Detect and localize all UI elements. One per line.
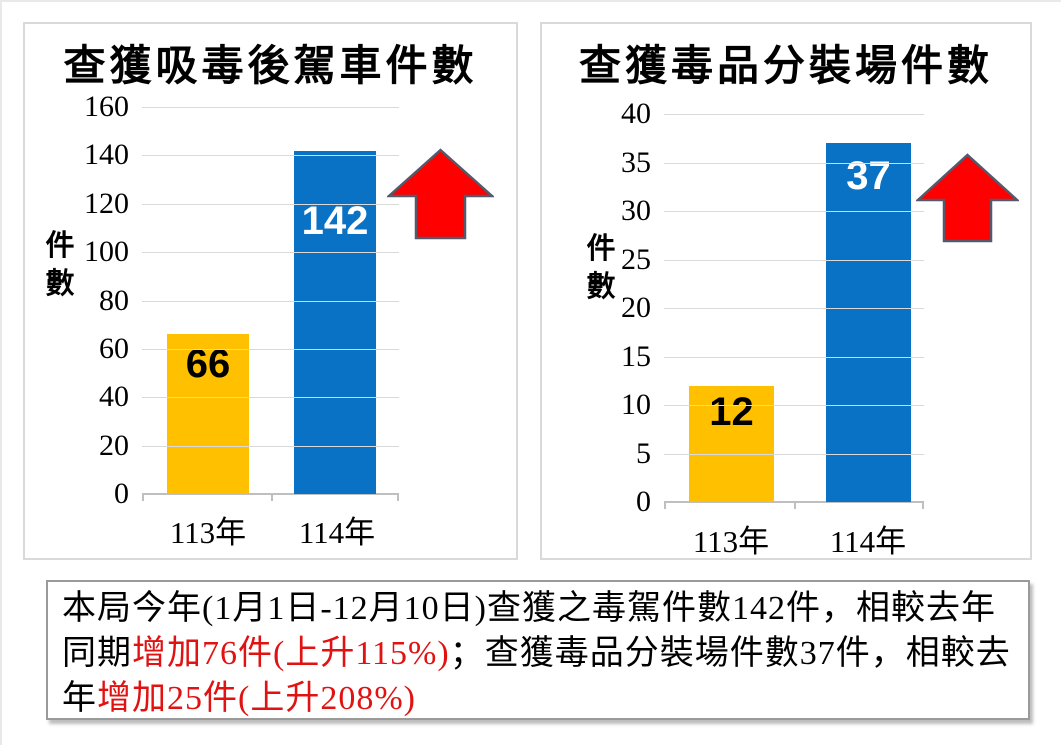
gridline [664,405,924,406]
bar-value-label: 142 [301,198,369,243]
plot-area: 66 142 [142,107,399,501]
caption-segment: 本局今年(1月1日-12月10日)查獲之毒駕件數142件，相較去年同期 [62,590,996,672]
gridline [142,445,399,447]
gridline [664,453,924,455]
gridline [664,211,924,212]
axis-tick [397,494,399,501]
up-arrow-icon [387,148,494,240]
y-tick-label: 0 [636,485,651,518]
y-tick-label: 0 [114,477,129,510]
bar-113: 12 [689,385,774,502]
y-tick-label: 140 [84,138,129,172]
y-tick-label: 15 [621,339,651,373]
y-axis-title: 件數 [586,233,616,303]
x-category-label-114: 114年 [298,515,376,550]
x-category-label-113: 113年 [692,524,770,559]
y-tick-label: 35 [621,145,651,179]
y-tick-label: 160 [84,90,129,123]
y-axis-tick-labels: 0 5 10 15 20 25 30 35 40 [542,98,651,518]
bar-value-label: 12 [709,389,754,434]
gridline [664,356,924,358]
chart-panel-drug-driving: 查獲吸毒後駕車件數 件數 0 20 40 60 80 100 120 140 160 66 14… [23,22,518,560]
y-tick-label: 25 [621,242,651,276]
y-tick-label: 60 [99,331,129,365]
y-tick-label: 10 [621,388,651,421]
y-tick-label: 20 [99,428,129,462]
gridline [664,162,924,164]
gridline [664,259,924,261]
up-arrow-icon [916,153,1019,243]
x-category-label-113: 113年 [169,515,247,550]
gridline [142,107,399,108]
chart-title: 查獲毒品分裝場件數 [578,44,993,90]
caption-highlight-red: 增加25件(上升208%) [97,680,416,717]
gridline [142,348,399,350]
gridline [142,203,399,205]
gridline [142,155,399,157]
y-tick-label: 30 [621,194,651,227]
y-axis-tick-labels: 0 20 40 60 80 100 120 140 160 [25,91,129,510]
caption-text: 本局今年(1月1日-12月10日)查獲之毒駕件數142件，相較去年同期增加76件… [62,586,1014,721]
y-tick-label: 120 [84,186,129,220]
axis-tick [142,494,144,501]
plot-area: 12 37 [664,114,924,509]
caption-highlight-red: 增加76件(上升115%) [132,635,450,672]
gridline [142,252,399,254]
bar-114: 37 [826,143,911,502]
gridline [664,308,924,309]
y-tick-label: 20 [621,291,651,324]
y-tick-label: 40 [99,380,129,414]
summary-caption-box: 本局今年(1月1日-12月10日)查獲之毒駕件數142件，相較去年同期增加76件… [46,580,1030,720]
y-tick-label: 80 [99,283,129,317]
axis-tick [270,494,273,501]
chart-panel-drug-packaging-sites: 查獲毒品分裝場件數 件數 0 5 10 15 20 25 30 35 40 12 37 113年… [540,22,1032,560]
y-tick-label: 5 [636,436,651,470]
axis-tick [664,502,666,509]
y-axis-title: 件數 [45,230,75,300]
caption-segment: ；查獲毒品分裝場件數37件，相較去年 [62,635,1011,717]
gridline [142,300,399,302]
gridline [664,114,924,115]
axis-tick [794,502,796,509]
y-tick-label: 40 [621,97,651,130]
gridline [142,397,399,399]
chart-title: 查獲吸毒後駕車件數 [63,44,478,90]
bar-114: 142 [294,150,376,494]
bar-value-label: 66 [185,342,231,387]
y-tick-label: 100 [84,235,129,269]
x-category-label-114: 114年 [829,524,907,559]
axis-tick [922,502,924,509]
bar-113: 66 [167,334,249,494]
